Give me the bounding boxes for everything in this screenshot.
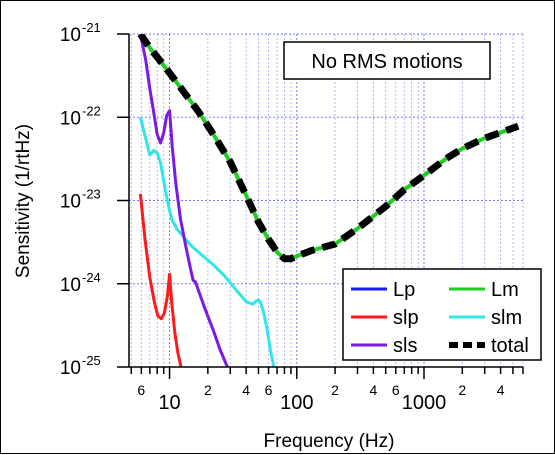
y-tick-label-exponent: -22	[82, 103, 101, 118]
x-tick-label: 100	[280, 392, 313, 414]
x-minor-tick-label: 2	[331, 382, 339, 398]
x-axis-title: Frequency (Hz)	[264, 431, 395, 452]
y-tick-label: 10	[60, 275, 81, 296]
x-minor-tick-label: 6	[137, 382, 145, 398]
y-tick-label: 10	[60, 192, 81, 213]
x-minor-tick-label: 4	[242, 382, 250, 398]
legend-label-Lm: Lm	[491, 279, 519, 301]
legend-label-slp: slp	[393, 307, 419, 329]
x-minor-tick-label: 6	[265, 382, 273, 398]
annotation-group: No RMS motions	[283, 41, 491, 80]
legend-label-Lp: Lp	[393, 279, 415, 301]
y-axis-title: Sensitivity (1/rtHz)	[13, 124, 34, 278]
y-tick-label: 10	[60, 358, 81, 379]
x-minor-tick-label: 4	[497, 382, 505, 398]
x-minor-tick-label: 4	[369, 382, 377, 398]
series-line-slp	[138, 193, 183, 367]
series-line-slm	[138, 116, 276, 367]
series-group	[137, 34, 520, 367]
series-line-total	[137, 34, 520, 263]
y-tick-label-exponent: -21	[82, 20, 101, 35]
legend-label-slm: slm	[491, 307, 522, 329]
y-tick-label-exponent: -23	[82, 187, 101, 202]
y-tick-label: 10	[60, 108, 81, 129]
x-minor-tick-label: 2	[204, 382, 212, 398]
legend-label-sls: sls	[393, 335, 417, 357]
x-tick-label: 1000	[402, 392, 447, 414]
y-tick-label-exponent: -25	[82, 353, 101, 368]
x-minor-tick-label: 6	[392, 382, 400, 398]
legend: Lp Lm slp slm sls total	[342, 268, 542, 361]
annotation-text: No RMS motions	[311, 51, 462, 73]
y-tick-label-exponent: -24	[82, 270, 101, 285]
annotation-box	[283, 41, 491, 80]
legend-label-total: total	[491, 335, 529, 357]
y-tick-label: 10	[60, 25, 81, 46]
x-minor-tick-label: 2	[458, 382, 466, 398]
x-tick-label: 10	[158, 392, 180, 414]
series-line-sls	[138, 34, 229, 367]
